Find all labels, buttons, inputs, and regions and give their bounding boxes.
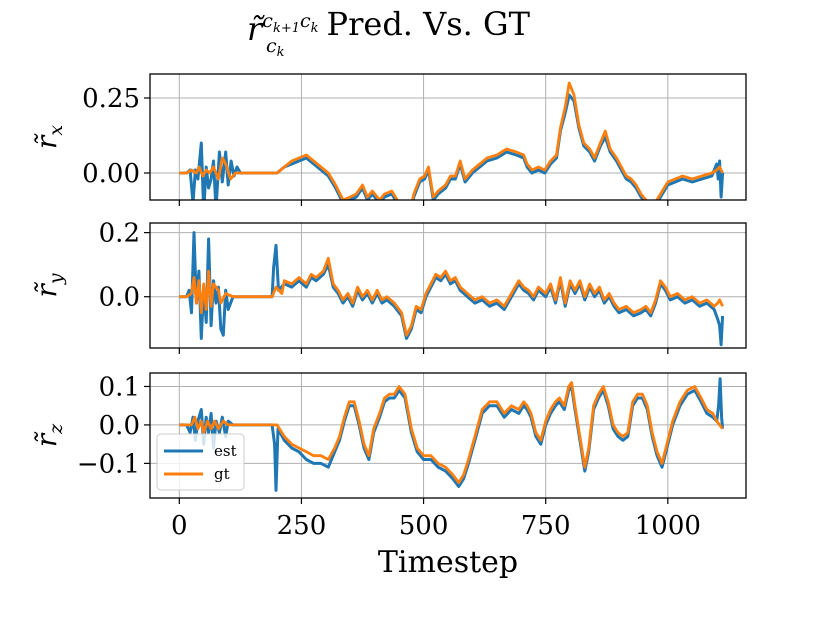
legend-label-est: est xyxy=(214,442,237,460)
panel-3: −0.1 0.0 0.1 r̃z xyxy=(30,372,747,504)
title-text: r̃ck+1ck Pred. Vs. GT xyxy=(247,5,531,48)
axes-frame xyxy=(149,73,747,201)
panel-1: 0.00 0.25 r̃x xyxy=(30,73,747,206)
legend-label-gt: gt xyxy=(214,465,230,483)
series-line-est xyxy=(179,231,725,347)
title-subscript-sub: k xyxy=(277,45,285,60)
chart-panels: 0.000.25r̃x0.00.2r̃y−0.10.00.1r̃z xyxy=(30,73,747,504)
y-tick-label: 0.1 xyxy=(99,372,140,402)
y-axis-label: r̃x xyxy=(30,125,67,149)
y-tick-label: −0.1 xyxy=(77,449,140,479)
y-axis-label: r̃z xyxy=(30,423,67,447)
y-tick-label: 0.0 xyxy=(99,411,140,441)
axes-frame xyxy=(149,372,747,499)
title-rest: Pred. Vs. GT xyxy=(327,5,531,43)
y-tick-label: 0.0 xyxy=(99,283,140,313)
panel-2: 0.0 0.2 r̃y xyxy=(30,219,747,354)
title-superscript-2-sub: k xyxy=(311,21,319,36)
x-tick-label: 1000 xyxy=(635,511,701,541)
series-group xyxy=(179,81,725,200)
series-group xyxy=(179,377,725,492)
title-superscript-sub: k+1 xyxy=(273,21,300,36)
y-axis-label: r̃y xyxy=(30,273,67,297)
x-tick-label: 250 xyxy=(277,511,327,541)
title-superscript-2: c xyxy=(300,10,311,32)
y-axis-label-symbol: r̃ xyxy=(30,281,63,297)
x-tick-label: 750 xyxy=(521,511,571,541)
title-subscript: ck xyxy=(266,35,285,60)
title-subscript-base: c xyxy=(266,35,277,57)
y-axis-label-subscript: x xyxy=(45,125,67,136)
series-group xyxy=(179,231,725,347)
y-tick-label: 0.25 xyxy=(82,84,140,114)
x-axis-label: Timestep xyxy=(378,545,518,580)
x-axis: 0 250 500 750 1000 Timestep xyxy=(171,511,701,580)
axes-frame xyxy=(149,222,747,349)
y-axis-label-symbol: r̃ xyxy=(30,133,63,149)
y-tick-label: 0.2 xyxy=(99,219,140,249)
x-tick-label: 500 xyxy=(399,511,449,541)
legend: est gt xyxy=(156,433,245,491)
y-tick-label: 0.00 xyxy=(82,159,140,189)
series-line-gt xyxy=(179,81,724,200)
series-line-gt xyxy=(179,256,724,337)
legend-box xyxy=(156,433,245,491)
series-line-gt xyxy=(179,381,724,484)
y-axis-label-symbol: r̃ xyxy=(30,431,63,447)
title-symbol: r̃ xyxy=(247,10,266,48)
y-axis-label-subscript: y xyxy=(45,273,67,285)
x-tick-label: 0 xyxy=(171,511,188,541)
y-axis-label-subscript: z xyxy=(45,423,67,435)
title-superscript: c xyxy=(262,10,273,32)
series-line-est xyxy=(179,93,725,200)
